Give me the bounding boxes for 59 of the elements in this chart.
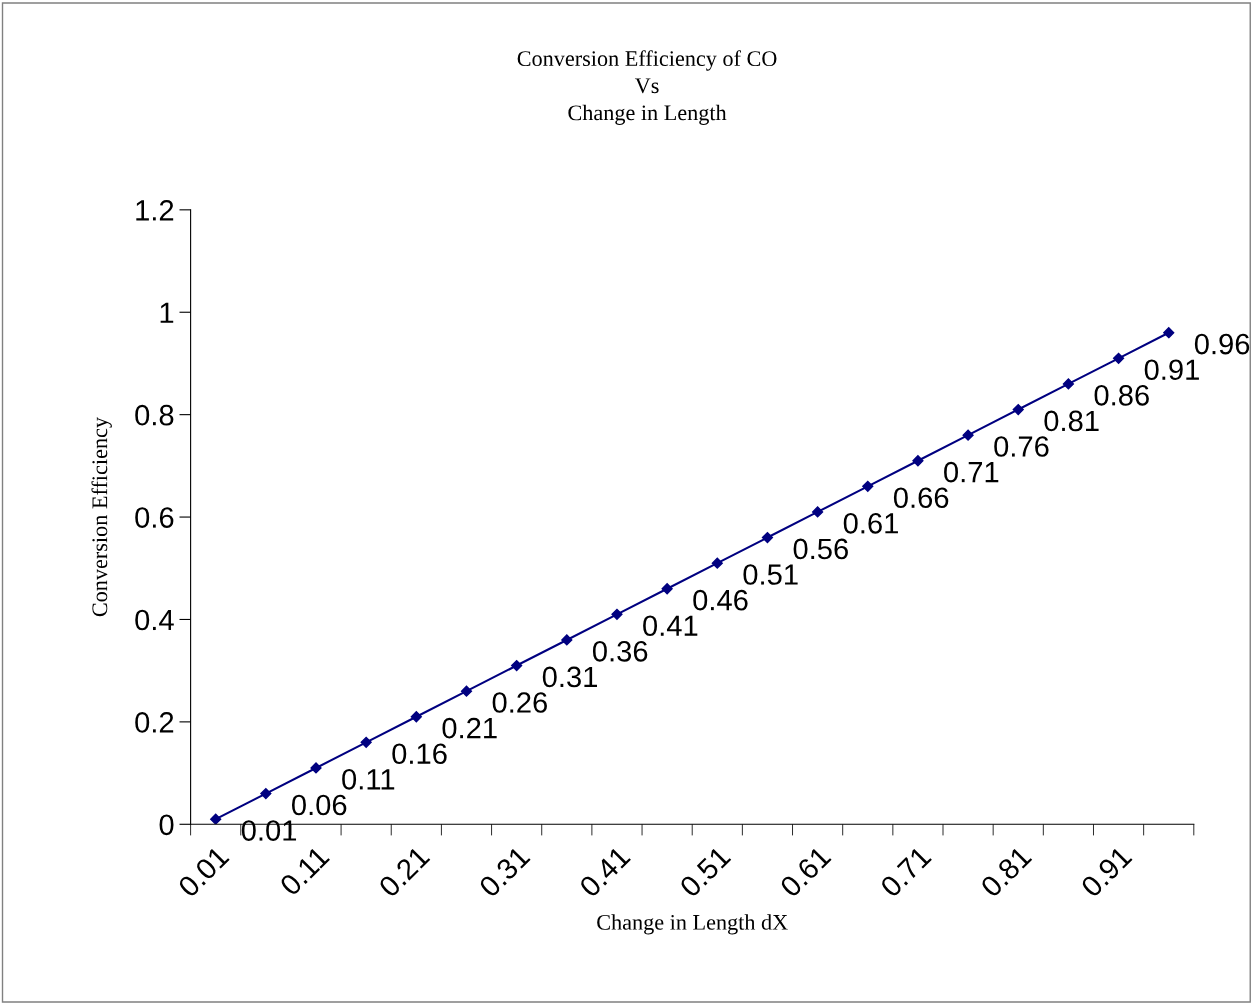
point bbox=[1012, 403, 1024, 416]
x-axis-title: Change in Length dX bbox=[597, 914, 788, 935]
y-tick-label: 0.4 bbox=[135, 609, 174, 631]
data-label: 0.06 bbox=[291, 794, 347, 816]
x-tick-label: 0.21 bbox=[377, 845, 431, 899]
data-label: 0.41 bbox=[643, 615, 698, 637]
data-label: 0.36 bbox=[592, 641, 648, 662]
y-tick-label: 1 bbox=[160, 302, 174, 323]
point bbox=[210, 813, 222, 825]
y-tick-label: 0.8 bbox=[135, 404, 174, 426]
data-label: 0.51 bbox=[743, 564, 798, 585]
chart-title: Conversion Efficiency of CO Vs Change in Length bbox=[517, 50, 777, 125]
point bbox=[711, 557, 723, 569]
point bbox=[862, 480, 874, 492]
data-label: 0.96 bbox=[1194, 333, 1250, 355]
data-label: 0.71 bbox=[944, 461, 999, 483]
x-tick-label: 0.31 bbox=[477, 845, 531, 899]
y-tick-label: 0.2 bbox=[135, 712, 174, 733]
data-label: 0.81 bbox=[1044, 410, 1099, 432]
data-label: 0.66 bbox=[893, 487, 949, 509]
data-label: 0.61 bbox=[843, 513, 898, 534]
x-tick-label: 0.61 bbox=[778, 845, 832, 899]
data-label: 0.86 bbox=[1094, 384, 1149, 406]
data-label: 0.01 bbox=[241, 820, 297, 841]
data-label: 0.56 bbox=[793, 538, 848, 560]
point bbox=[410, 711, 422, 723]
y-tick-label: 0.6 bbox=[135, 507, 174, 528]
point bbox=[511, 659, 523, 672]
point bbox=[561, 634, 573, 646]
point bbox=[360, 736, 372, 748]
data-label: 0.46 bbox=[693, 589, 748, 611]
data-label: 0.16 bbox=[392, 743, 447, 765]
point bbox=[962, 429, 974, 441]
data-label: 0.91 bbox=[1144, 359, 1199, 381]
point bbox=[812, 506, 824, 518]
point bbox=[1112, 352, 1125, 364]
data-label: 0.26 bbox=[492, 692, 547, 713]
point bbox=[611, 608, 623, 620]
point bbox=[761, 531, 774, 544]
x-tick-label: 0.11 bbox=[278, 845, 331, 897]
point bbox=[260, 787, 272, 800]
x-tick-label: 0.91 bbox=[1079, 845, 1133, 899]
x-tick-label: 0.81 bbox=[979, 845, 1033, 899]
point bbox=[1062, 378, 1075, 390]
x-tick-label: 0.01 bbox=[176, 845, 230, 899]
data-label: 0.11 bbox=[342, 769, 395, 790]
data-label: 0.76 bbox=[994, 436, 1049, 457]
data-label: 0.31 bbox=[542, 666, 597, 688]
point bbox=[661, 583, 673, 595]
x-tick-label: 0.71 bbox=[879, 845, 933, 899]
x-tick-label: 0.51 bbox=[678, 845, 732, 899]
point bbox=[1163, 327, 1175, 339]
y-axis-title: Conversion Efficiency bbox=[91, 417, 112, 617]
point bbox=[460, 685, 473, 697]
y-tick-label: 1.2 bbox=[136, 200, 174, 221]
x-tick-label: 0.41 bbox=[578, 845, 632, 899]
point bbox=[912, 455, 924, 467]
data-label: 0.21 bbox=[442, 717, 497, 739]
y-tick-label: 0 bbox=[159, 814, 174, 836]
